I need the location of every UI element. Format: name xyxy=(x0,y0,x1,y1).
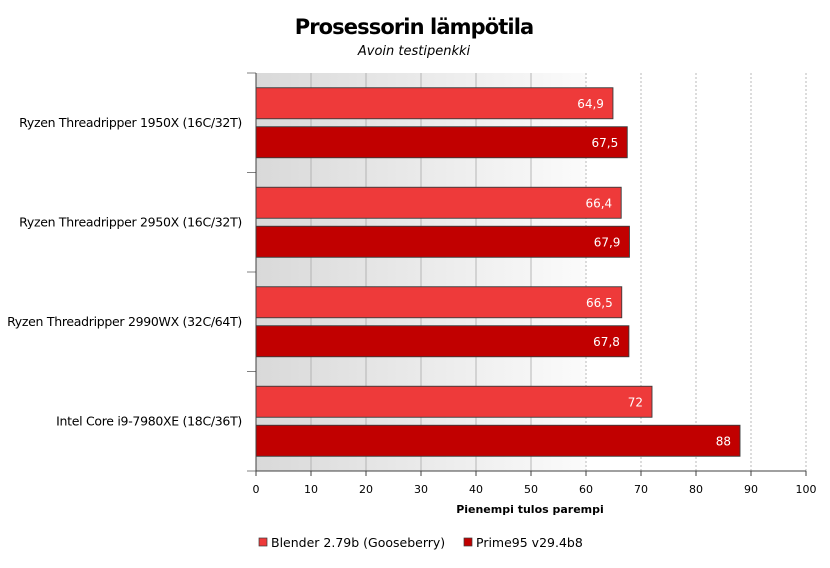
x-tick-label: 60 xyxy=(579,483,593,496)
plot-area: 64,9 67,5 Ryzen Threadripper 1950X (16C/32… xyxy=(7,72,817,496)
bar-prime95 xyxy=(255,225,630,258)
category-label: Ryzen Threadripper 1950X (16C/32T) xyxy=(19,115,242,130)
x-tick-label: 90 xyxy=(744,483,758,496)
x-tick-label: 10 xyxy=(304,483,318,496)
x-tick-label: 40 xyxy=(469,483,483,496)
x-tick-label: 50 xyxy=(524,483,538,496)
legend-swatch xyxy=(463,537,473,547)
x-tick-label: 0 xyxy=(253,483,260,496)
x-tick-label: 70 xyxy=(634,483,648,496)
bar-prime95 xyxy=(255,126,628,159)
x-tick-label: 20 xyxy=(359,483,373,496)
legend-swatch xyxy=(258,537,268,547)
legend-label: Prime95 v29.4b8 xyxy=(476,535,583,550)
data-label: 66,5 xyxy=(586,296,613,310)
data-label: 88 xyxy=(716,434,731,448)
bar-blender xyxy=(255,385,653,418)
x-tick-label: 80 xyxy=(689,483,703,496)
category-label: Ryzen Threadripper 2950X (16C/32T) xyxy=(19,214,242,229)
data-label: 72 xyxy=(628,395,643,409)
data-label: 66,4 xyxy=(585,196,612,210)
bar-blender xyxy=(255,87,614,120)
x-tick-label: 30 xyxy=(414,483,428,496)
x-tick-label: 100 xyxy=(796,483,817,496)
bar-blender xyxy=(255,286,623,319)
legend: Blender 2.79b (Gooseberry) Prime95 v29.4b… xyxy=(258,535,583,550)
chart-subtitle: Avoin testipenkki xyxy=(357,44,471,59)
category-label: Ryzen Threadripper 2990WX (32C/64T) xyxy=(7,314,242,329)
bar-prime95 xyxy=(255,424,741,457)
bar-blender xyxy=(255,186,622,219)
data-label: 67,8 xyxy=(593,335,620,349)
data-label: 67,5 xyxy=(592,136,619,150)
chart-title: Prosessorin lämpötila xyxy=(295,15,534,39)
data-label: 64,9 xyxy=(577,97,604,111)
category-label: Intel Core i9-7980XE (18C/36T) xyxy=(56,413,242,428)
bar-prime95 xyxy=(255,325,630,358)
data-label: 67,9 xyxy=(594,235,621,249)
legend-label: Blender 2.79b (Gooseberry) xyxy=(271,535,445,550)
x-axis-label: Pienempi tulos parempi xyxy=(456,503,604,516)
